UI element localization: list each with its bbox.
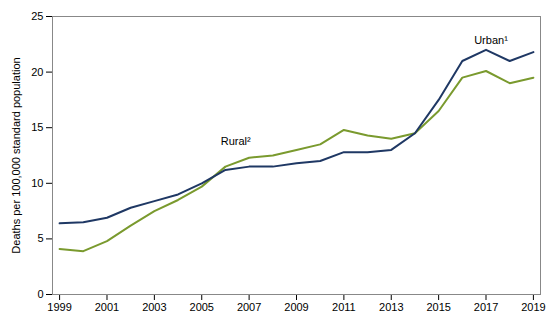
svg-text:Deaths per 100,000 standard po: Deaths per 100,000 standard population [10,57,22,253]
svg-text:5: 5 [37,232,43,244]
svg-text:2019: 2019 [521,301,545,313]
svg-text:15: 15 [31,121,43,133]
svg-text:2015: 2015 [426,301,450,313]
svg-text:1999: 1999 [47,301,71,313]
svg-text:10: 10 [31,177,43,189]
svg-text:2013: 2013 [379,301,403,313]
svg-text:2001: 2001 [95,301,119,313]
svg-text:2011: 2011 [332,301,356,313]
svg-text:2007: 2007 [237,301,261,313]
svg-text:Rural²: Rural² [221,135,251,147]
svg-text:0: 0 [37,288,43,300]
svg-text:Urban¹: Urban¹ [474,34,508,46]
svg-text:25: 25 [31,10,43,22]
svg-text:20: 20 [31,66,43,78]
svg-text:2005: 2005 [190,301,214,313]
svg-text:2017: 2017 [474,301,498,313]
svg-text:2003: 2003 [142,301,166,313]
svg-text:2009: 2009 [284,301,308,313]
